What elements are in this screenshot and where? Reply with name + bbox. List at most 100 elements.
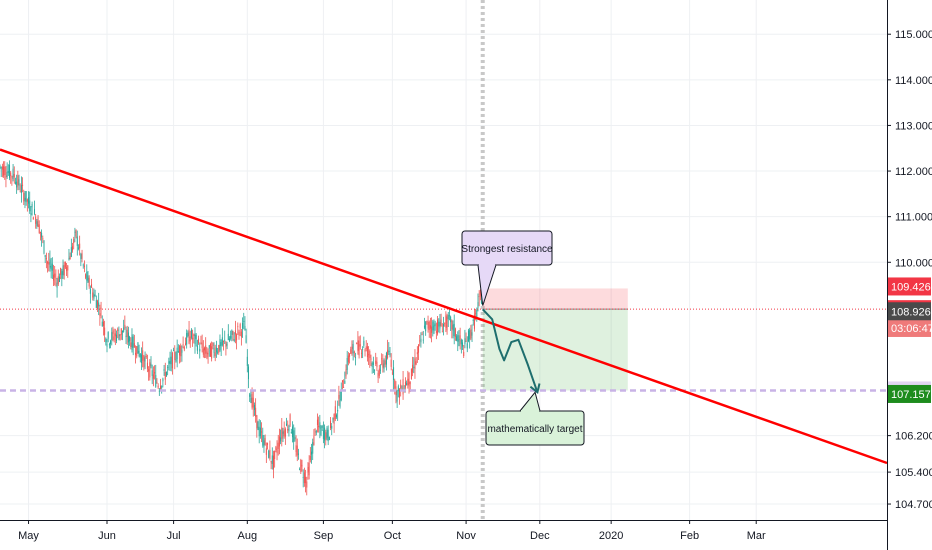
candle-body — [173, 350, 175, 352]
candle-body — [300, 459, 302, 472]
price-tag-bg — [888, 277, 931, 296]
candle-body — [47, 261, 49, 264]
candle-body — [379, 369, 381, 371]
candle-body — [333, 413, 335, 425]
candle-body — [112, 330, 114, 334]
candle-body — [457, 335, 459, 342]
candle-body — [62, 265, 64, 276]
candle-body — [456, 336, 458, 341]
resistance-callout[interactable]: Strongest resistance — [461, 230, 553, 306]
candle-body — [49, 259, 51, 268]
candle-body — [394, 380, 396, 389]
candle-body — [409, 381, 411, 385]
candle-body — [382, 360, 384, 368]
candle-body — [63, 264, 65, 276]
candle-body — [350, 349, 352, 354]
candle-body — [188, 329, 190, 344]
candle-body — [320, 427, 322, 436]
candle-body — [50, 265, 52, 270]
x-axis-panel — [0, 520, 932, 550]
candle-body — [330, 420, 332, 429]
candle-body — [280, 437, 282, 442]
candle-body — [164, 371, 166, 380]
price-tag-label: 03:06:47 — [891, 323, 932, 335]
candle-body — [117, 329, 119, 331]
candle-body — [390, 359, 392, 367]
candle-body — [163, 369, 165, 371]
candle-body — [384, 360, 386, 365]
candle-body — [96, 300, 98, 309]
candle-body — [14, 182, 16, 184]
candle-body — [249, 394, 251, 397]
candle-body — [114, 333, 116, 337]
candle-body — [374, 370, 376, 372]
candle-body — [299, 469, 301, 471]
x-tick-label: Sep — [314, 530, 334, 542]
candle-body — [192, 337, 194, 340]
candle-body — [184, 343, 186, 346]
candle-body — [89, 288, 91, 294]
risk-zone — [482, 288, 628, 310]
candle-body — [318, 425, 320, 428]
candle-body — [199, 348, 201, 352]
candle-body — [41, 232, 43, 238]
candle-body — [370, 358, 372, 360]
candle-body — [196, 345, 198, 351]
candle-body — [161, 386, 163, 388]
candle-body — [175, 359, 177, 362]
trendlines[interactable] — [0, 148, 888, 465]
price-tag-bg — [888, 318, 931, 337]
candle-body — [345, 369, 347, 377]
candle-body — [157, 385, 159, 388]
candle-body — [319, 422, 321, 429]
candle-body — [340, 389, 342, 401]
candle-body — [397, 386, 399, 392]
candle-body — [454, 328, 456, 337]
candle-body — [423, 325, 425, 328]
candle-body — [99, 313, 101, 316]
candle-body — [39, 231, 41, 233]
candle-body — [453, 323, 455, 337]
candle-body — [0, 167, 2, 169]
candle-body — [360, 352, 362, 354]
candle-body — [176, 347, 178, 360]
candle-body — [43, 240, 45, 254]
candle-body — [263, 440, 265, 448]
candle-body — [478, 296, 480, 298]
candle-body — [244, 325, 246, 331]
candle-body — [446, 316, 448, 331]
projection-arrowhead — [529, 383, 541, 395]
candle-body — [406, 382, 408, 386]
candle-body — [375, 360, 377, 364]
candle-body — [294, 437, 296, 440]
candle-body — [169, 360, 171, 364]
candle-body — [138, 350, 140, 357]
candle-body — [193, 334, 195, 337]
candle-body — [51, 263, 53, 271]
candle-body — [1, 166, 3, 170]
candle-body — [200, 342, 202, 344]
candle-body — [240, 331, 242, 337]
candle-body — [246, 356, 248, 366]
candle-body — [167, 367, 169, 368]
candle-body — [124, 324, 126, 328]
candle-body — [73, 239, 75, 244]
candle-body — [450, 316, 452, 323]
candle-body — [328, 436, 330, 440]
candle-body — [425, 321, 427, 332]
candle-body — [69, 256, 71, 260]
candle-body — [126, 329, 128, 337]
candle-body — [276, 449, 278, 454]
annotations[interactable]: Strongest resistance mathematically targe… — [461, 230, 585, 446]
price-tag: 03:06:47 — [888, 318, 932, 337]
candle-body — [460, 339, 462, 345]
candle-body — [87, 275, 89, 283]
candle-body — [402, 379, 404, 395]
candle-body — [68, 258, 70, 260]
candle-body — [257, 421, 259, 430]
candle-body — [74, 231, 76, 233]
candle-body — [239, 324, 241, 329]
candle-body — [129, 336, 131, 342]
target-callout[interactable]: mathematically target — [485, 391, 585, 446]
